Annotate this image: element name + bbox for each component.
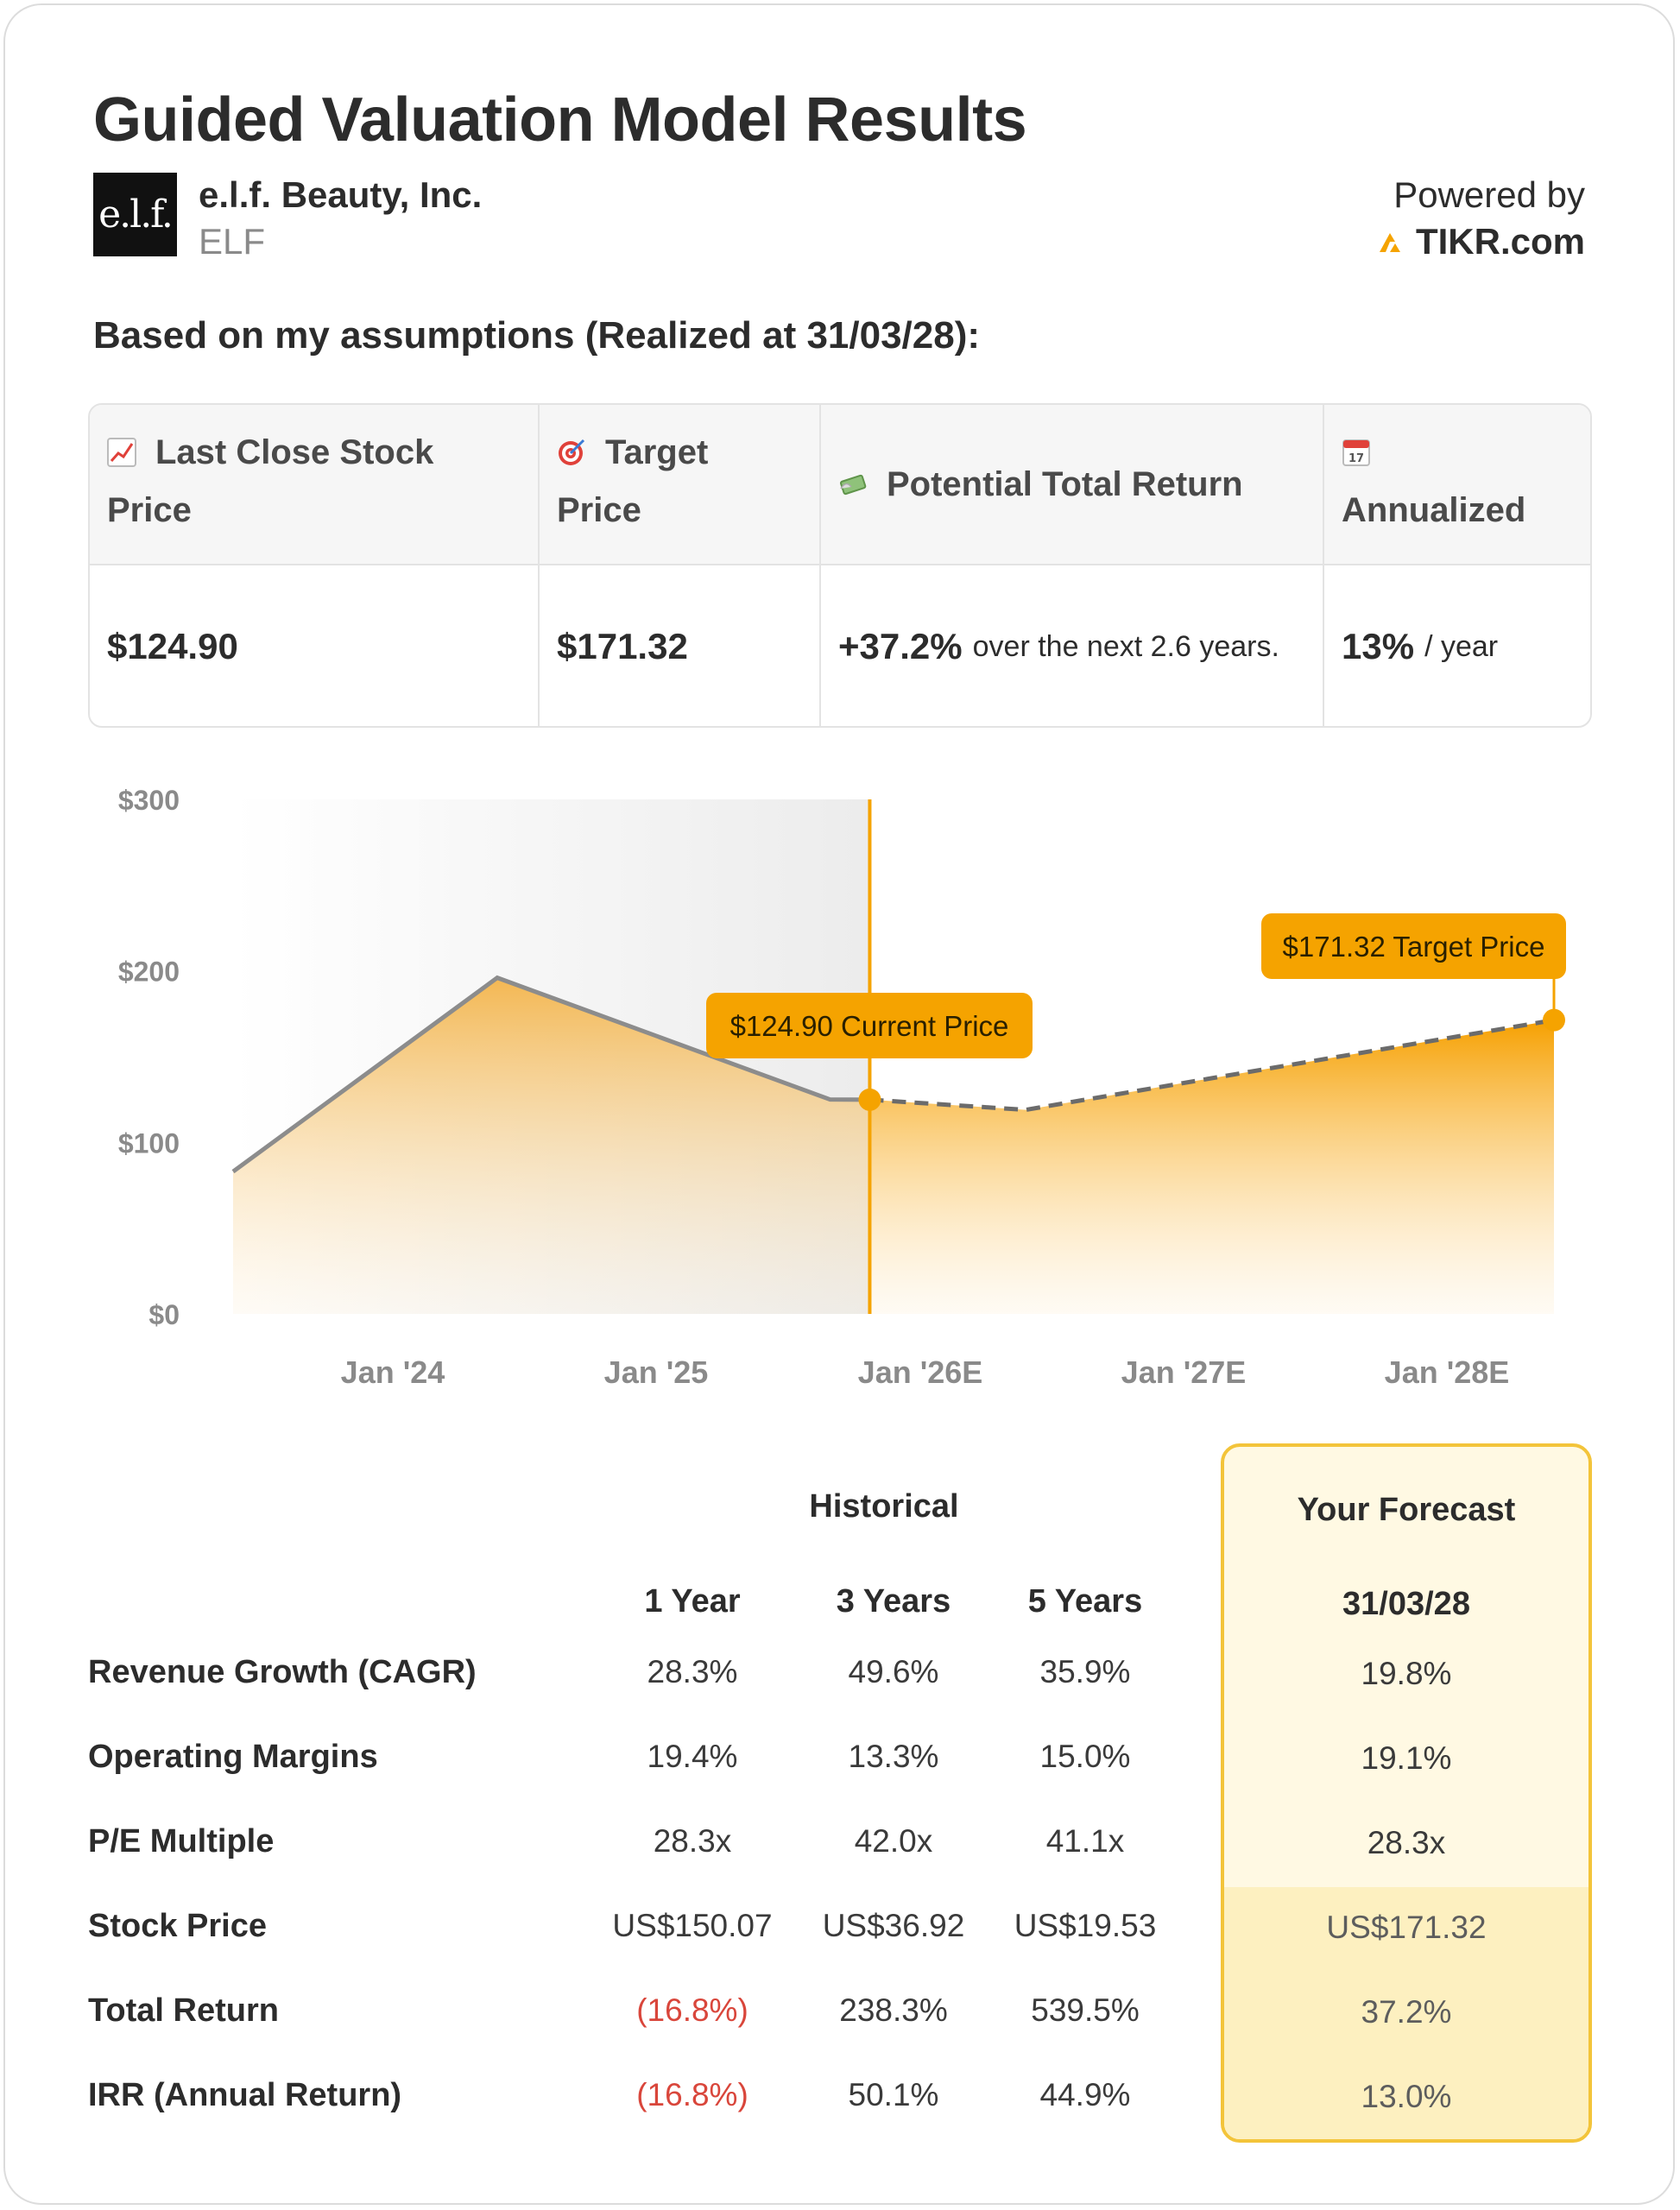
annualized-value-cell: 13% / year [1324, 565, 1590, 726]
row-label: Operating Margins [88, 1739, 378, 1775]
calendar-day: 17 [1348, 452, 1364, 465]
last-close-label: Last Close Stock Price [107, 433, 434, 529]
target-icon [559, 439, 585, 465]
annualized-label: Annualized [1342, 491, 1526, 529]
metric-value: 50.1% [848, 2077, 939, 2112]
x-tick-label: Jan '25 [604, 1354, 709, 1390]
forecast-panel [1221, 1443, 1592, 2143]
metric-value: US$36.92 [822, 1908, 965, 1943]
metric-value: 28.3% [647, 1654, 738, 1689]
assumption-heading: Based on my assumptions (Realized at 31/… [93, 314, 981, 357]
metric-value: 44.9% [1039, 2077, 1131, 2112]
chart-layer: $300 $200 $100 $0 Jan '24 Jan '25 Jan '26E Jan … [118, 785, 1566, 1390]
current-price-callout-label: $124.90 Current Price [730, 1010, 1009, 1042]
target-price-callout-box [1261, 913, 1566, 979]
metric-value: 35.9% [1039, 1654, 1131, 1689]
forecast-value: 28.3x [1367, 1825, 1446, 1860]
tikr-brand-text: TIKR.com [1415, 221, 1585, 262]
target-header: Target Price [540, 405, 819, 565]
forecast-panel-lower [1224, 1887, 1588, 2139]
return-column: Potential Total Return +37.2% over the n… [821, 405, 1324, 726]
logo-text: e.l.f. [98, 193, 174, 237]
x-tick-label: Jan '24 [341, 1354, 445, 1390]
metric-value: 15.0% [1039, 1739, 1131, 1774]
powered-by-label: Powered by [1393, 174, 1585, 215]
metric-value: 238.3% [839, 1992, 948, 2028]
calendar-icon: 17 [1342, 439, 1370, 466]
forecast-value: 19.1% [1361, 1740, 1452, 1776]
current-price-callout-box [706, 993, 1033, 1058]
period-header: 1 Year [644, 1583, 741, 1620]
row-label: Total Return [88, 1992, 279, 2029]
row-label: IRR (Annual Return) [88, 2077, 402, 2113]
x-tick-label: Jan '26E [858, 1354, 983, 1390]
forecast-value: 37.2% [1361, 1994, 1452, 2030]
forecast-line [869, 1018, 1555, 1113]
company-logo: e.l.f. [93, 173, 177, 256]
return-value-cell: +37.2% over the next 2.6 years. [821, 565, 1323, 726]
current-price-dot [858, 1088, 881, 1111]
x-tick-label: Jan '27E [1121, 1354, 1247, 1390]
y-tick-label: $0 [148, 1299, 180, 1330]
forecast-header: Your Forecast [1297, 1492, 1516, 1528]
price-chart: $300 $200 $100 $0 Jan '24 Jan '25 Jan '26E Jan … [118, 785, 1566, 1390]
target-price-callout-label: $171.32 Target Price [1283, 931, 1545, 963]
page-title: Guided Valuation Model Results [93, 85, 1027, 155]
row-label: P/E Multiple [88, 1823, 275, 1860]
target-value: $171.32 [557, 626, 688, 666]
annualized-column: 17 Annualized 13% / year [1324, 405, 1590, 726]
return-label: Potential Total Return [887, 464, 1243, 503]
y-tick-label: $100 [118, 1127, 180, 1159]
chart-increasing-icon [107, 438, 136, 467]
target-column: Target Price $171.32 [540, 405, 821, 726]
metric-value: US$19.53 [1014, 1908, 1157, 1943]
target-label: Target Price [557, 433, 709, 529]
annualized-value: 13% [1342, 626, 1415, 666]
forecast-area [869, 1020, 1554, 1314]
last-close-value: $124.90 [107, 626, 238, 666]
return-header: Potential Total Return [821, 405, 1323, 565]
metric-value: 28.3x [653, 1823, 732, 1859]
y-tick-label: $300 [118, 785, 180, 816]
metric-value: 41.1x [1045, 1823, 1125, 1859]
forecast-value: US$171.32 [1326, 1910, 1487, 1945]
last-close-header: Last Close Stock Price [90, 405, 538, 565]
metric-value: 49.6% [848, 1654, 939, 1689]
annualized-subtext: / year [1424, 629, 1499, 663]
last-close-column: Last Close Stock Price $124.90 [90, 405, 540, 726]
historical-area [233, 977, 870, 1314]
company-ticker: ELF [199, 221, 266, 262]
metric-value: 19.4% [647, 1739, 738, 1774]
metric-value: US$150.07 [612, 1908, 773, 1943]
row-label: Revenue Growth (CAGR) [88, 1654, 477, 1690]
historical-header: Historical [809, 1488, 959, 1525]
metric-value: (16.8%) [636, 1992, 748, 2028]
historical-line [231, 975, 870, 1174]
return-subtext: over the next 2.6 years. [972, 629, 1279, 663]
annualized-header: 17 Annualized [1324, 405, 1590, 565]
company-name: e.l.f. Beauty, Inc. [199, 174, 483, 215]
forecast-value: 19.8% [1361, 1656, 1452, 1691]
tikr-brand-link[interactable]: TIKR.com [1378, 221, 1585, 262]
target-price-dot [1543, 1008, 1565, 1032]
forecast-date: 31/03/28 [1342, 1586, 1470, 1622]
x-tick-label: Jan '28E [1385, 1354, 1510, 1390]
return-value: +37.2% [838, 626, 963, 666]
metric-value: 13.3% [848, 1739, 939, 1774]
tikr-logo-icon [1379, 233, 1400, 252]
money-with-wings-icon [839, 474, 867, 496]
summary-table: Last Close Stock Price $124.90 Target Pr… [88, 403, 1592, 728]
row-label: Stock Price [88, 1908, 267, 1944]
period-header: 5 Years [1027, 1583, 1143, 1620]
metric-value: 42.0x [854, 1823, 933, 1859]
forecast-value: 13.0% [1361, 2079, 1452, 2114]
metric-value: (16.8%) [636, 2077, 748, 2112]
y-tick-label: $200 [118, 957, 180, 988]
metric-value: 539.5% [1031, 1992, 1140, 2028]
period-header: 3 Years [836, 1583, 951, 1620]
